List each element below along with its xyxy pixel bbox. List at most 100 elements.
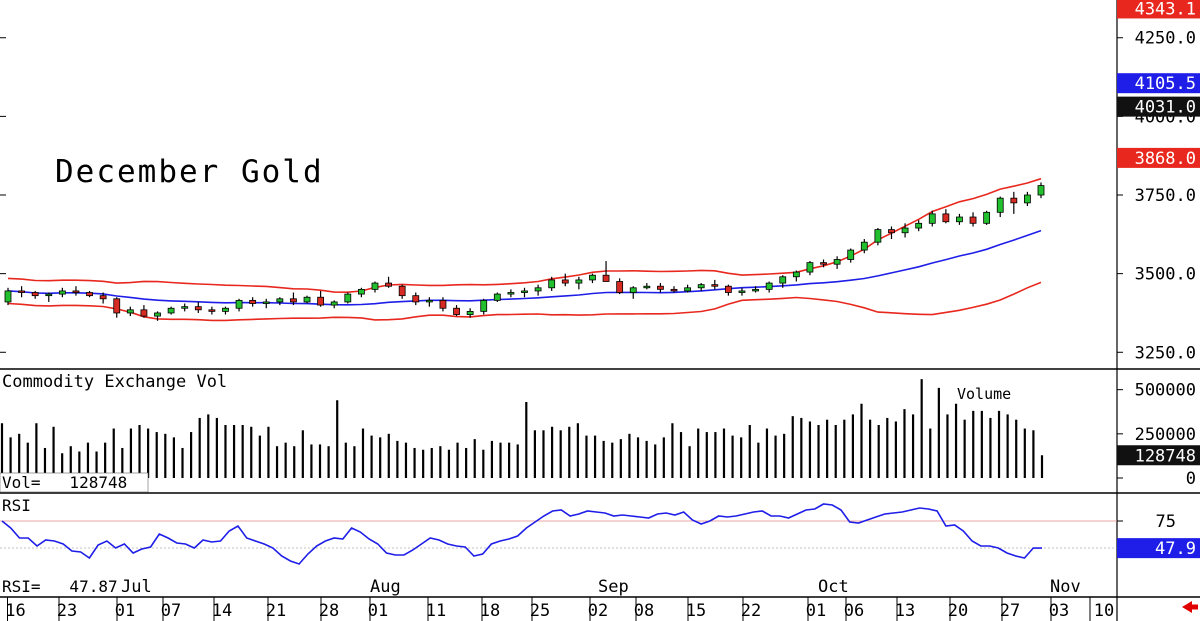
volume-badge-label: 128748	[1135, 446, 1196, 466]
price-tick-label: 3750.0	[1135, 186, 1196, 206]
candle-body	[99, 295, 107, 300]
candle-body	[412, 295, 420, 303]
date-tick-label: 03	[1049, 601, 1069, 621]
candle-body	[303, 296, 311, 303]
date-tick-label: 10	[1094, 601, 1114, 621]
date-tick-label: 15	[686, 601, 706, 621]
rsi-readout-box	[0, 577, 138, 596]
candle-body	[493, 293, 501, 301]
date-tick-label: 08	[634, 601, 654, 621]
price-badge	[1117, 147, 1200, 168]
candle-body	[779, 276, 787, 284]
volume-panel-label: Commodity Exchange Vol	[2, 372, 227, 392]
candle-body	[31, 292, 39, 297]
candle-body	[1010, 197, 1018, 204]
month-label: Jul	[121, 577, 152, 597]
candle-body	[1024, 194, 1031, 204]
date-tick-label: 01	[115, 601, 135, 621]
candle-body	[425, 299, 433, 303]
volume-readout-box	[0, 472, 149, 493]
date-tick-label: 01	[806, 601, 826, 621]
date-tick-label: 20	[948, 601, 968, 621]
candle-body	[385, 282, 392, 287]
candle-body	[276, 298, 284, 303]
candle-body	[58, 290, 66, 295]
upper-band-line	[7, 177, 1042, 294]
candle-body	[534, 287, 542, 292]
price-tick-label: 3500.0	[1135, 265, 1196, 285]
date-tick-label: 13	[895, 601, 915, 621]
candle-body	[4, 290, 12, 303]
middle-band-line	[7, 229, 1042, 306]
candle-body	[521, 290, 528, 293]
volume-legend: Volume	[957, 385, 1011, 403]
candle-body	[616, 281, 624, 293]
date-tick-label: 16	[5, 601, 25, 621]
volume-tick-label: 0	[1186, 469, 1196, 489]
candle-body	[643, 285, 651, 289]
price-badge-label: 4343.1	[1135, 0, 1196, 19]
rsi-line	[1, 503, 1043, 565]
candle-body	[765, 282, 773, 290]
candle-body	[113, 298, 121, 314]
bollinger-bands	[7, 177, 1042, 322]
date-tick-label: 27	[1000, 601, 1020, 621]
candle-body	[575, 279, 583, 284]
candle-body	[724, 285, 732, 293]
month-label: Sep	[598, 577, 629, 597]
date-tick-label: 14	[212, 601, 232, 621]
candle-body	[847, 249, 855, 260]
price-tick-label: 4250.0	[1135, 29, 1196, 49]
date-tick-label: 25	[530, 601, 550, 621]
candle-body	[915, 222, 923, 229]
candle-body	[18, 290, 25, 293]
volume-readout: Vol= 128748	[2, 473, 127, 492]
chart-title: December Gold	[55, 154, 324, 190]
candle-body	[208, 309, 216, 312]
date-tick-label: 06	[844, 601, 864, 621]
price-badges: 4343.1 4105.5 4031.0 3868.0	[1117, 0, 1200, 169]
price-badge-label: 4031.0	[1135, 98, 1196, 118]
candle-body	[398, 285, 406, 297]
month-label: Oct	[818, 577, 849, 597]
candle-body	[969, 216, 977, 224]
candle-body	[235, 299, 243, 309]
date-axis: 16 23 01 07 14 21 28 01 11 18 25 02 08 15 22 01 06 13 20 27…	[5, 577, 1114, 621]
candle-body	[657, 285, 664, 290]
date-tick-label: 07	[161, 601, 181, 621]
date-tick-label: 01	[368, 601, 388, 621]
candle-body	[738, 290, 746, 293]
date-tick-label: 28	[319, 601, 339, 621]
price-badge-label: 3868.0	[1135, 149, 1196, 169]
price-badge	[1117, 73, 1200, 94]
candle-body	[480, 299, 488, 312]
rsi-tick-label: 75	[1156, 512, 1176, 532]
candle-body	[330, 301, 338, 306]
candle-body	[249, 299, 257, 304]
candle-body	[629, 287, 637, 293]
candle-body	[833, 259, 841, 265]
date-tick-label: 22	[741, 601, 761, 621]
candle-body	[317, 296, 325, 306]
price-tick-label: 3250.0	[1135, 343, 1196, 363]
rsi-badge	[1117, 538, 1200, 559]
candle-body	[262, 301, 270, 304]
price-badge	[1117, 96, 1200, 117]
date-tick-label: 11	[426, 601, 446, 621]
candle-body	[194, 306, 202, 311]
candle-body	[901, 227, 909, 234]
scroll-right-arrow-icon[interactable]	[1182, 601, 1198, 613]
candle-body	[874, 229, 882, 243]
candle-body	[548, 279, 556, 289]
date-tick-label: 21	[266, 601, 286, 621]
candle-body	[453, 307, 460, 315]
candle-body	[439, 299, 447, 309]
volume-badge	[1117, 445, 1200, 466]
price-badge-label: 4105.5	[1135, 74, 1196, 94]
candle-body	[942, 213, 950, 223]
candle-body	[561, 279, 569, 284]
volume-bars	[0, 379, 1044, 478]
candle-body	[371, 282, 379, 290]
candle-body	[466, 310, 474, 315]
